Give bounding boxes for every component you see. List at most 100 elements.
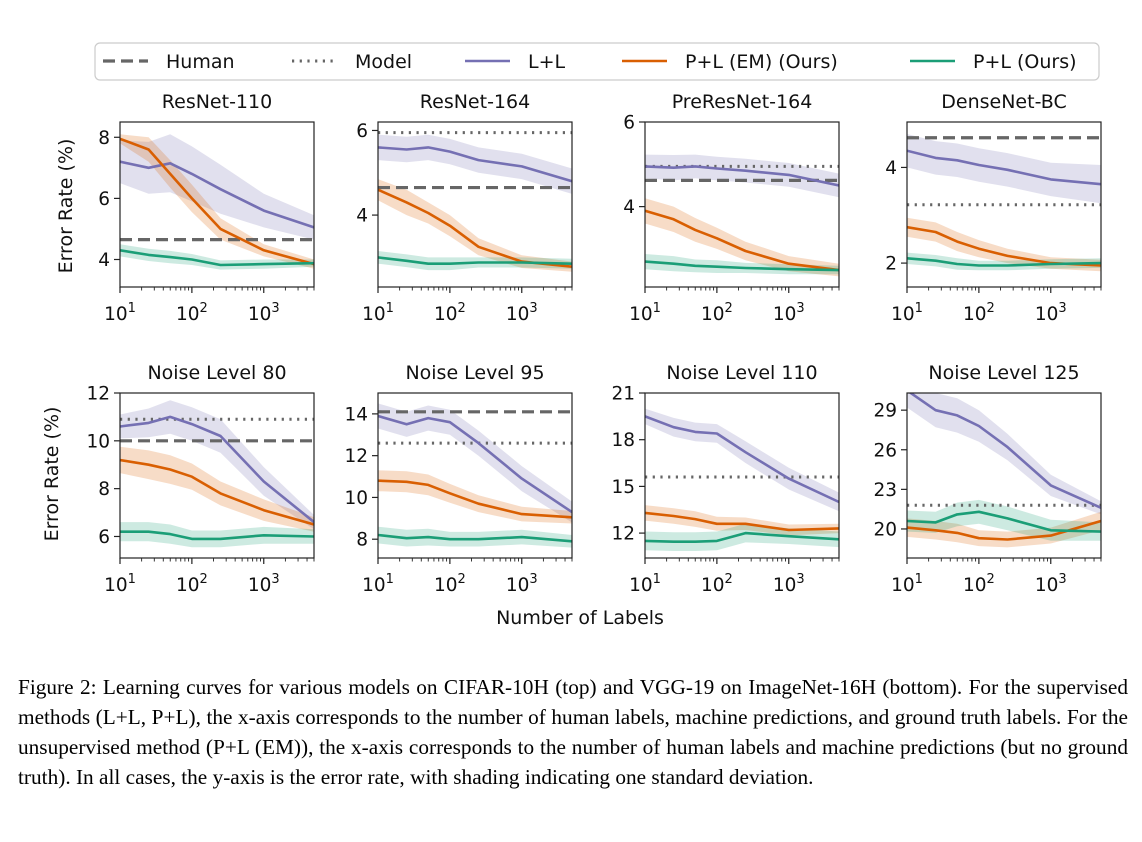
axes-frame: [377, 121, 573, 288]
band-p-l-em-ours: [907, 217, 1101, 272]
plot-area-resnet-164: [378, 131, 572, 272]
series-line-l-l: [120, 415, 314, 524]
series-line-p-l-ours: [907, 510, 1101, 533]
band-p-l-em-ours: [645, 505, 839, 536]
plot-area-preresnet-164: [645, 154, 839, 277]
y-axis-label-bottom: Error Rate (%): [41, 407, 63, 542]
series-line-p-l-em-ours: [907, 519, 1101, 541]
panel-noise-level-110: Noise Level 110 12 15 18 21 101 102 103: [611, 362, 840, 596]
x-tick-label: 103: [506, 301, 538, 325]
panel-title: PreResNet-164: [672, 91, 813, 113]
series-line-p-l-ours: [907, 257, 1101, 267]
x-tick-label: 103: [773, 572, 805, 596]
y-tick-label: 2: [885, 254, 897, 275]
x-tick-label: 101: [891, 572, 923, 596]
axes-frame: [119, 121, 315, 288]
x-tick-label: 101: [629, 301, 661, 325]
panel-noise-level-125: Noise Level 125 20 23 26 29 101 102 103: [873, 362, 1102, 596]
x-tick-label: 101: [104, 301, 136, 325]
x-tick-label: 103: [506, 572, 538, 596]
legend-entry-human: Human: [103, 51, 235, 73]
x-tick-label: 101: [629, 572, 661, 596]
legend-entry-l-l: L+L: [465, 51, 566, 73]
y-axis-label-top: Error Rate (%): [55, 139, 77, 274]
series-line-l-l: [378, 414, 572, 514]
series-line-p-l-ours: [378, 256, 572, 266]
y-tick-label: 12: [344, 446, 368, 467]
panel-title: Noise Level 110: [666, 362, 817, 384]
y-tick-label: 4: [623, 197, 635, 218]
plot-area-resnet-110: [120, 134, 314, 270]
band-p-l-em-ours: [120, 134, 314, 269]
panel-title: ResNet-164: [420, 91, 530, 113]
legend-label-human: Human: [166, 51, 235, 73]
band-l-l: [378, 134, 572, 194]
legend-label-p-l-em-ours: P+L (EM) (Ours): [685, 51, 838, 73]
series-line-l-l: [378, 146, 572, 183]
series-line-p-l-em-ours: [645, 511, 839, 532]
x-tick-label: 102: [701, 572, 733, 596]
x-tick-label: 101: [362, 301, 394, 325]
x-tick-label: 102: [701, 301, 733, 325]
panel-densenet-bc: DenseNet-BC 2 4 101 102 103: [885, 91, 1102, 325]
x-tick-label: 103: [1035, 301, 1067, 325]
y-tick-label: 15: [611, 477, 635, 498]
panel-title: Noise Level 95: [405, 362, 544, 384]
legend-frame: [94, 42, 1100, 81]
band-l-l: [120, 400, 314, 530]
series-line-l-l: [645, 165, 839, 187]
y-tick-label: 14: [344, 404, 368, 425]
legend-label-l-l: L+L: [528, 51, 566, 73]
x-tick-label: 101: [891, 301, 923, 325]
legend: Human Model L+L P+L (EM) (Ours) P+L (Ours): [94, 42, 1100, 81]
x-tick-label: 102: [963, 572, 995, 596]
series-line-p-l-ours: [378, 533, 572, 543]
figure-caption: Figure 2: Learning curves for various mo…: [18, 675, 1128, 789]
axes-frame: [644, 121, 840, 288]
y-tick-label: 20: [873, 519, 897, 540]
x-tick-label: 103: [248, 572, 280, 596]
plot-area-noise-level-80: [120, 400, 314, 548]
axes-frame: [644, 392, 840, 559]
axes-frame: [119, 392, 315, 559]
band-p-l-em-ours: [645, 198, 839, 277]
y-tick-label: 8: [98, 479, 110, 500]
series-line-p-l-ours: [645, 531, 839, 544]
y-tick-label: 4: [356, 206, 368, 227]
x-tick-label: 103: [248, 301, 280, 325]
y-tick-label: 12: [86, 384, 110, 405]
x-tick-label: 103: [773, 301, 805, 325]
band-p-l-em-ours: [378, 179, 572, 272]
plot-area-noise-level-125: [907, 393, 1101, 548]
panel-title: DenseNet-BC: [941, 91, 1066, 113]
x-axis-label: Number of Labels: [496, 607, 664, 629]
series-line-p-l-em-ours: [120, 137, 314, 266]
legend-label-model: Model: [355, 51, 412, 73]
band-l-l: [645, 408, 839, 512]
panel-title: ResNet-110: [162, 91, 272, 113]
plot-area-noise-level-110: [645, 408, 839, 551]
x-tick-label: 101: [362, 572, 394, 596]
y-tick-label: 6: [98, 527, 110, 548]
legend-entry-model: Model: [292, 51, 412, 73]
y-tick-label: 6: [356, 121, 368, 142]
band-p-l-ours: [378, 526, 572, 548]
band-p-l-em-ours: [907, 511, 1101, 548]
series-line-p-l-ours: [120, 530, 314, 541]
y-tick-label: 8: [356, 530, 368, 551]
series-line-l-l: [645, 415, 839, 504]
learning-curves-figure: Human Model L+L P+L (EM) (Ours) P+L (Ours) R…: [41, 42, 1102, 629]
x-tick-label: 101: [104, 572, 136, 596]
panel-resnet-110: ResNet-110 4 6 8 101 102 103: [98, 91, 315, 325]
legend-label-p-l-ours: P+L (Ours): [973, 51, 1077, 73]
panel-noise-level-95: Noise Level 95 8 10 12 14 101 102 103: [344, 362, 573, 596]
y-tick-label: 10: [344, 488, 368, 509]
x-tick-label: 102: [176, 572, 208, 596]
series-line-p-l-em-ours: [378, 479, 572, 519]
y-tick-label: 29: [873, 401, 897, 422]
y-tick-label: 18: [611, 430, 635, 451]
axes-frame: [377, 392, 573, 559]
series-line-l-l: [908, 393, 1101, 509]
legend-entry-p-l-em-ours: P+L (EM) (Ours): [622, 51, 838, 73]
